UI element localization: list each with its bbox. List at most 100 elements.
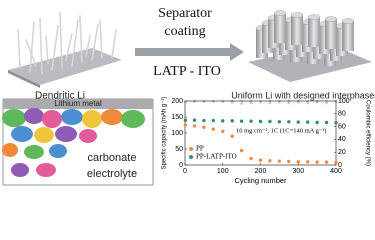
electrolyte-label: electrolyte: [87, 168, 137, 180]
chart: 0 100 200 300 400050100150200020406080100Cyc…: [162, 97, 371, 185]
legend-label: PP: [196, 145, 204, 153]
cylinder: [308, 17, 320, 47]
efficiency-point: [296, 99, 300, 103]
efficiency-point: [287, 101, 291, 105]
capacity-point: [211, 127, 216, 131]
capacity-point: [239, 148, 244, 153]
x-tick-label: 0: [183, 168, 187, 175]
y-tick-label: 50: [175, 146, 183, 153]
legend-marker: [189, 155, 193, 159]
cylinder-top: [290, 12, 304, 18]
capacity-point: [249, 119, 253, 123]
capacity-point: [192, 124, 197, 128]
y2-tick-label: 40: [338, 136, 346, 143]
efficiency-point: [221, 99, 225, 103]
x-tick-label: 300: [292, 168, 304, 175]
schematic: [2, 98, 154, 186]
cylinder-top: [273, 10, 287, 16]
capacity-point: [183, 118, 188, 122]
efficiency-point: [325, 99, 328, 103]
capacity-point: [324, 160, 329, 164]
capacity-point: [230, 134, 234, 138]
capacity-point: [305, 160, 310, 164]
capacity-point: [324, 120, 329, 125]
electrolyte-label: carbonate: [88, 152, 137, 164]
capacity-point: [315, 120, 319, 125]
efficiency-point: [249, 101, 253, 105]
capacity-point: [268, 159, 272, 163]
capacity-point: [296, 160, 300, 164]
efficiency-point: [212, 99, 215, 103]
capacity-point: [258, 158, 263, 162]
cylinder: [325, 19, 337, 49]
capacity-point: [211, 118, 216, 123]
y2-tick-label: 60: [338, 123, 346, 130]
y2-tick-label: 20: [338, 149, 346, 156]
y-axis-label: Specific capacity (mAh g⁻¹): [162, 97, 168, 170]
capacity-point: [183, 123, 188, 127]
capacity-point: [315, 160, 319, 164]
capacity-point: [334, 160, 338, 165]
capacity-point: [268, 119, 272, 124]
y-tick-label: 0: [179, 162, 183, 169]
efficiency-point: [193, 99, 196, 103]
cylinder: [342, 21, 354, 51]
y2-tick-label: 100: [338, 98, 350, 105]
uniform-image: [248, 10, 372, 82]
x-axis-label: Cycling number: [234, 176, 287, 185]
efficiency-point: [325, 101, 328, 105]
efficiency-point: [278, 99, 281, 103]
capacity-point: [239, 119, 244, 123]
layer-label: Lithium metal: [54, 99, 102, 108]
right-caption: Uniform Li with designed interphases: [231, 90, 375, 100]
x-tick-label: 100: [217, 168, 229, 175]
y-tick-label: 200: [171, 98, 183, 105]
dendritic-image: [8, 11, 122, 88]
capacity-point: [221, 129, 225, 134]
x-tick-label: 200: [255, 168, 267, 175]
annotation: 10 mg cm⁻², 1C (1C=140 mA g⁻¹): [236, 127, 326, 134]
efficiency-point: [249, 99, 253, 103]
capacity-point: [249, 156, 253, 161]
capacity-point: [192, 118, 197, 122]
efficiency-point: [240, 99, 243, 103]
capacity-point: [296, 120, 300, 124]
capacity-point: [202, 118, 206, 123]
graphical-abstract: Dendritic Li Separator coating LATP - IT…: [2, 6, 375, 186]
capacity-point: [287, 159, 291, 164]
capacity-point: [305, 120, 310, 124]
y2-tick-label: 80: [338, 111, 346, 118]
efficiency-point: [268, 99, 272, 103]
cylinder: [274, 13, 286, 43]
efficiency-point: [202, 99, 206, 103]
efficiency-point: [184, 100, 187, 103]
arrow-label: LATP - ITO: [153, 64, 221, 79]
efficiency-point: [259, 99, 262, 103]
efficiency-point: [306, 101, 309, 105]
cylinder: [291, 15, 303, 45]
capacity-point: [230, 119, 234, 123]
efficiency-point: [287, 99, 291, 103]
capacity-point: [202, 125, 206, 129]
efficiency-point: [268, 101, 272, 105]
efficiency-point: [315, 99, 319, 103]
arrow-label: coating: [164, 24, 205, 39]
capacity-point: [287, 120, 291, 124]
efficiency-point: [230, 99, 234, 103]
capacity-point: [277, 159, 282, 163]
capacity-point: [334, 121, 338, 125]
x-tick-label: 400: [330, 168, 342, 175]
efficiency-point: [306, 99, 309, 103]
capacity-point: [221, 119, 225, 123]
arrow: [135, 43, 244, 61]
y-tick-label: 150: [171, 114, 183, 121]
cylinder-top: [324, 16, 338, 22]
capacity-point: [277, 120, 282, 124]
cylinder-top: [307, 14, 321, 20]
efficiency-point: [334, 99, 338, 103]
y-tick-label: 100: [171, 130, 183, 137]
y2-tick-label: 0: [338, 162, 342, 169]
capacity-point: [258, 119, 263, 124]
cylinder-top: [341, 18, 355, 24]
efficiency-point: [240, 102, 243, 105]
